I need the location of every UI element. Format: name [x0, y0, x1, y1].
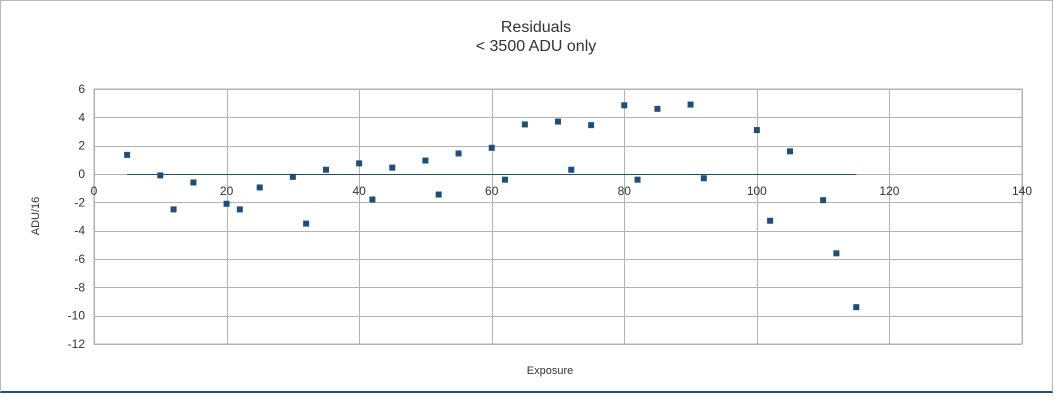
- y-tick-label: 4: [78, 110, 85, 124]
- x-tick-label: 0: [91, 184, 98, 198]
- y-tick-label: 2: [78, 139, 85, 153]
- data-point: [124, 151, 131, 158]
- data-point: [389, 164, 396, 171]
- y-axis-ticks: 6 4 2 0 -2 -4 -6 -8 -10 -12: [68, 82, 86, 351]
- x-tick-label: 140: [1012, 184, 1032, 198]
- y-tick-label: 0: [78, 167, 85, 181]
- data-point: [369, 196, 376, 203]
- data-point: [634, 176, 641, 183]
- data-point: [356, 160, 363, 167]
- y-axis-label: ADU/16: [30, 197, 42, 236]
- data-point: [455, 150, 462, 157]
- data-point: [820, 197, 827, 204]
- y-tick-label: -4: [74, 224, 85, 238]
- x-tick-label: 80: [618, 184, 632, 198]
- data-point: [435, 191, 442, 198]
- data-point: [289, 173, 296, 180]
- x-tick-label: 100: [747, 184, 767, 198]
- data-points: [124, 101, 860, 311]
- y-tick-label: -6: [74, 252, 85, 266]
- y-tick-label: -8: [74, 280, 85, 294]
- data-point: [190, 179, 197, 186]
- y-tick-label: -2: [74, 195, 85, 209]
- x-axis-label: Exposure: [527, 365, 573, 377]
- data-point: [621, 102, 628, 109]
- data-point: [236, 206, 243, 213]
- data-point: [303, 220, 310, 227]
- data-point: [170, 206, 177, 213]
- data-point: [223, 200, 230, 207]
- y-tick-label: -12: [68, 337, 86, 351]
- x-tick-label: 40: [352, 184, 366, 198]
- x-tick-label: 120: [879, 184, 899, 198]
- x-axis-ticks: 0 20 40 60 80 100 120 140: [91, 184, 1033, 198]
- data-point: [588, 122, 595, 129]
- data-point: [501, 176, 508, 183]
- y-tick-label: -10: [68, 309, 86, 323]
- data-point: [157, 172, 164, 179]
- data-point: [488, 144, 495, 151]
- data-point: [568, 166, 575, 173]
- data-point: [687, 101, 694, 108]
- data-point: [654, 105, 661, 112]
- x-tick-label: 20: [220, 184, 234, 198]
- data-point: [767, 217, 774, 224]
- data-point: [753, 127, 760, 134]
- data-point: [555, 118, 561, 125]
- data-point: [422, 157, 429, 164]
- data-point: [833, 250, 840, 257]
- plot-border: [93, 88, 1023, 345]
- data-point: [323, 166, 329, 173]
- data-point: [853, 304, 860, 311]
- data-point: [700, 175, 707, 182]
- y-tick-label: 6: [78, 82, 85, 96]
- data-point: [521, 121, 528, 128]
- chart-title: Residuals: [501, 19, 571, 36]
- x-tick-label: 60: [485, 184, 499, 198]
- chart-subtitle: < 3500 ADU only: [476, 38, 597, 55]
- chart-frame: [0, 0, 1053, 393]
- data-point: [256, 184, 263, 191]
- data-point: [787, 148, 793, 155]
- plot-area: [93, 88, 1023, 345]
